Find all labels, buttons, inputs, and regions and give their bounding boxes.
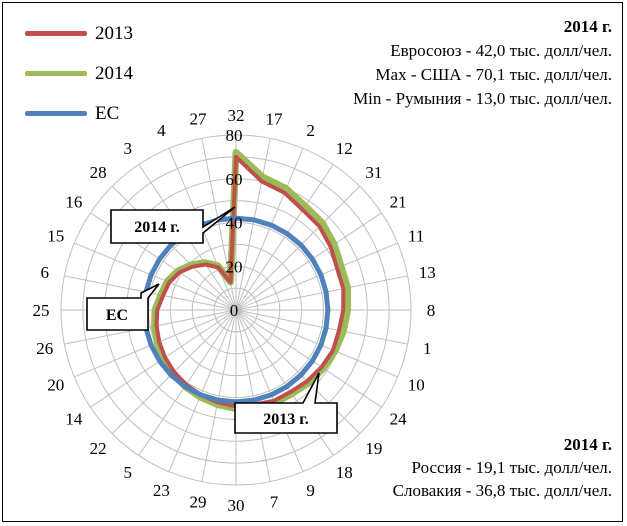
spoke-line (235, 212, 382, 311)
annotation-bottom-line: Словакия - 36,8 тыс. долл/чел. (392, 481, 612, 500)
legend-label-2014: 2014 (95, 63, 133, 84)
spoke-line (111, 185, 237, 311)
category-label: 27 (190, 110, 208, 129)
annotation-top-heading: 2014 г. (563, 17, 612, 36)
legend-swatch-eu (25, 111, 87, 116)
spoke-line (235, 309, 408, 345)
annotation-top-line: Евросоюз - 42,0 тыс. долл/чел. (390, 41, 612, 60)
spoke-line (235, 242, 398, 311)
category-label: 15 (47, 226, 64, 245)
chart-frame: 0 20 40 60 80 32 17 2 12 31 21 11 13 8 1 10 24 19 18 9 7 30 2… (2, 2, 623, 522)
annotation-bottom-heading: 2014 г. (563, 435, 612, 454)
radial-tick-label: 0 (230, 301, 239, 320)
category-label: 19 (365, 439, 382, 458)
category-label: 21 (390, 193, 407, 212)
spoke-line (64, 309, 237, 345)
category-label: 9 (306, 481, 315, 500)
radial-tick-labels: 0 20 40 60 80 (226, 126, 243, 320)
legend-item-2014: 2014 (25, 61, 175, 101)
callout-eu-label: ЕС (106, 307, 128, 324)
category-label: 29 (190, 492, 207, 511)
legend-item-eu: ЕС (25, 101, 175, 141)
category-label: 11 (408, 226, 424, 245)
radial-tick-label: 80 (226, 126, 243, 145)
category-label: 13 (419, 263, 436, 282)
category-label: 17 (266, 110, 284, 129)
callout-2013-label: 2013 г. (263, 411, 308, 428)
spoke-line (74, 242, 237, 311)
radial-tick-label: 60 (226, 170, 243, 189)
category-label: 26 (36, 339, 53, 358)
legend-swatch-2014 (25, 71, 87, 76)
category-label: 23 (153, 481, 170, 500)
category-label: 24 (390, 409, 408, 428)
annotation-bottom: 2014 г. Россия - 19,1 тыс. долл/чел. Сло… (393, 433, 612, 502)
spoke-line (235, 185, 361, 311)
category-label: 4 (157, 121, 166, 140)
category-label: 25 (33, 301, 50, 320)
category-label: 7 (270, 492, 279, 511)
spoke-line (235, 148, 304, 311)
category-label: 30 (228, 496, 245, 515)
category-label: 3 (123, 139, 132, 158)
category-label: 32 (228, 106, 245, 125)
category-label: 22 (90, 439, 107, 458)
annotation-top-line: Max - США - 70,1 тыс. долл/чел. (375, 65, 612, 84)
legend: 2013 2014 ЕС (25, 21, 175, 141)
legend-swatch-2013 (25, 31, 87, 36)
annotation-bottom-line: Россия - 19,1 тыс. долл/чел. (411, 458, 612, 477)
series-line-eu (141, 215, 331, 405)
callouts: 2014 г. ЕС 2013 г. (86, 206, 338, 434)
category-labels: 32 17212312111138110241918973029235221420… (33, 106, 436, 515)
category-label: 5 (123, 463, 132, 482)
callout-eu: ЕС (86, 283, 160, 331)
category-label: 16 (65, 193, 82, 212)
annotation-top: 2014 г. Евросоюз - 42,0 тыс. долл/чел. M… (353, 15, 612, 111)
category-label: 31 (365, 163, 382, 182)
spoke-line (235, 309, 271, 482)
category-label: 12 (336, 139, 353, 158)
radial-tick-label: 40 (226, 214, 243, 233)
spoke-line (235, 138, 271, 311)
legend-item-2013: 2013 (25, 21, 175, 61)
annotation-top-line: Min - Румыния - 13,0 тыс. долл/чел. (353, 89, 612, 108)
series-layer (141, 149, 352, 412)
series-line-2013 (154, 154, 346, 409)
spoke-line (235, 275, 408, 311)
spoke-line (235, 309, 304, 472)
spoke-line (235, 309, 382, 408)
category-label: 6 (40, 263, 49, 282)
category-label: 18 (336, 463, 353, 482)
callout-2014-label: 2014 г. (134, 219, 179, 236)
category-label: 10 (408, 376, 425, 395)
spoke-line (235, 309, 398, 378)
spoke-line (235, 164, 334, 311)
spoke-line (168, 309, 237, 472)
spoke-line (138, 309, 237, 456)
category-label: 14 (65, 409, 83, 428)
radial-tick-label: 20 (226, 257, 243, 276)
legend-label-eu: ЕС (95, 103, 120, 124)
category-label: 1 (423, 339, 432, 358)
callout-2013: 2013 г. (234, 372, 338, 434)
callout-2014: 2014 г. (110, 206, 236, 244)
legend-label-2013: 2013 (95, 23, 133, 44)
spoke-line (201, 309, 237, 482)
category-label: 2 (306, 121, 315, 140)
spoke-line (235, 309, 361, 435)
category-label: 8 (427, 301, 436, 320)
category-label: 20 (47, 376, 64, 395)
category-label: 28 (90, 163, 107, 182)
